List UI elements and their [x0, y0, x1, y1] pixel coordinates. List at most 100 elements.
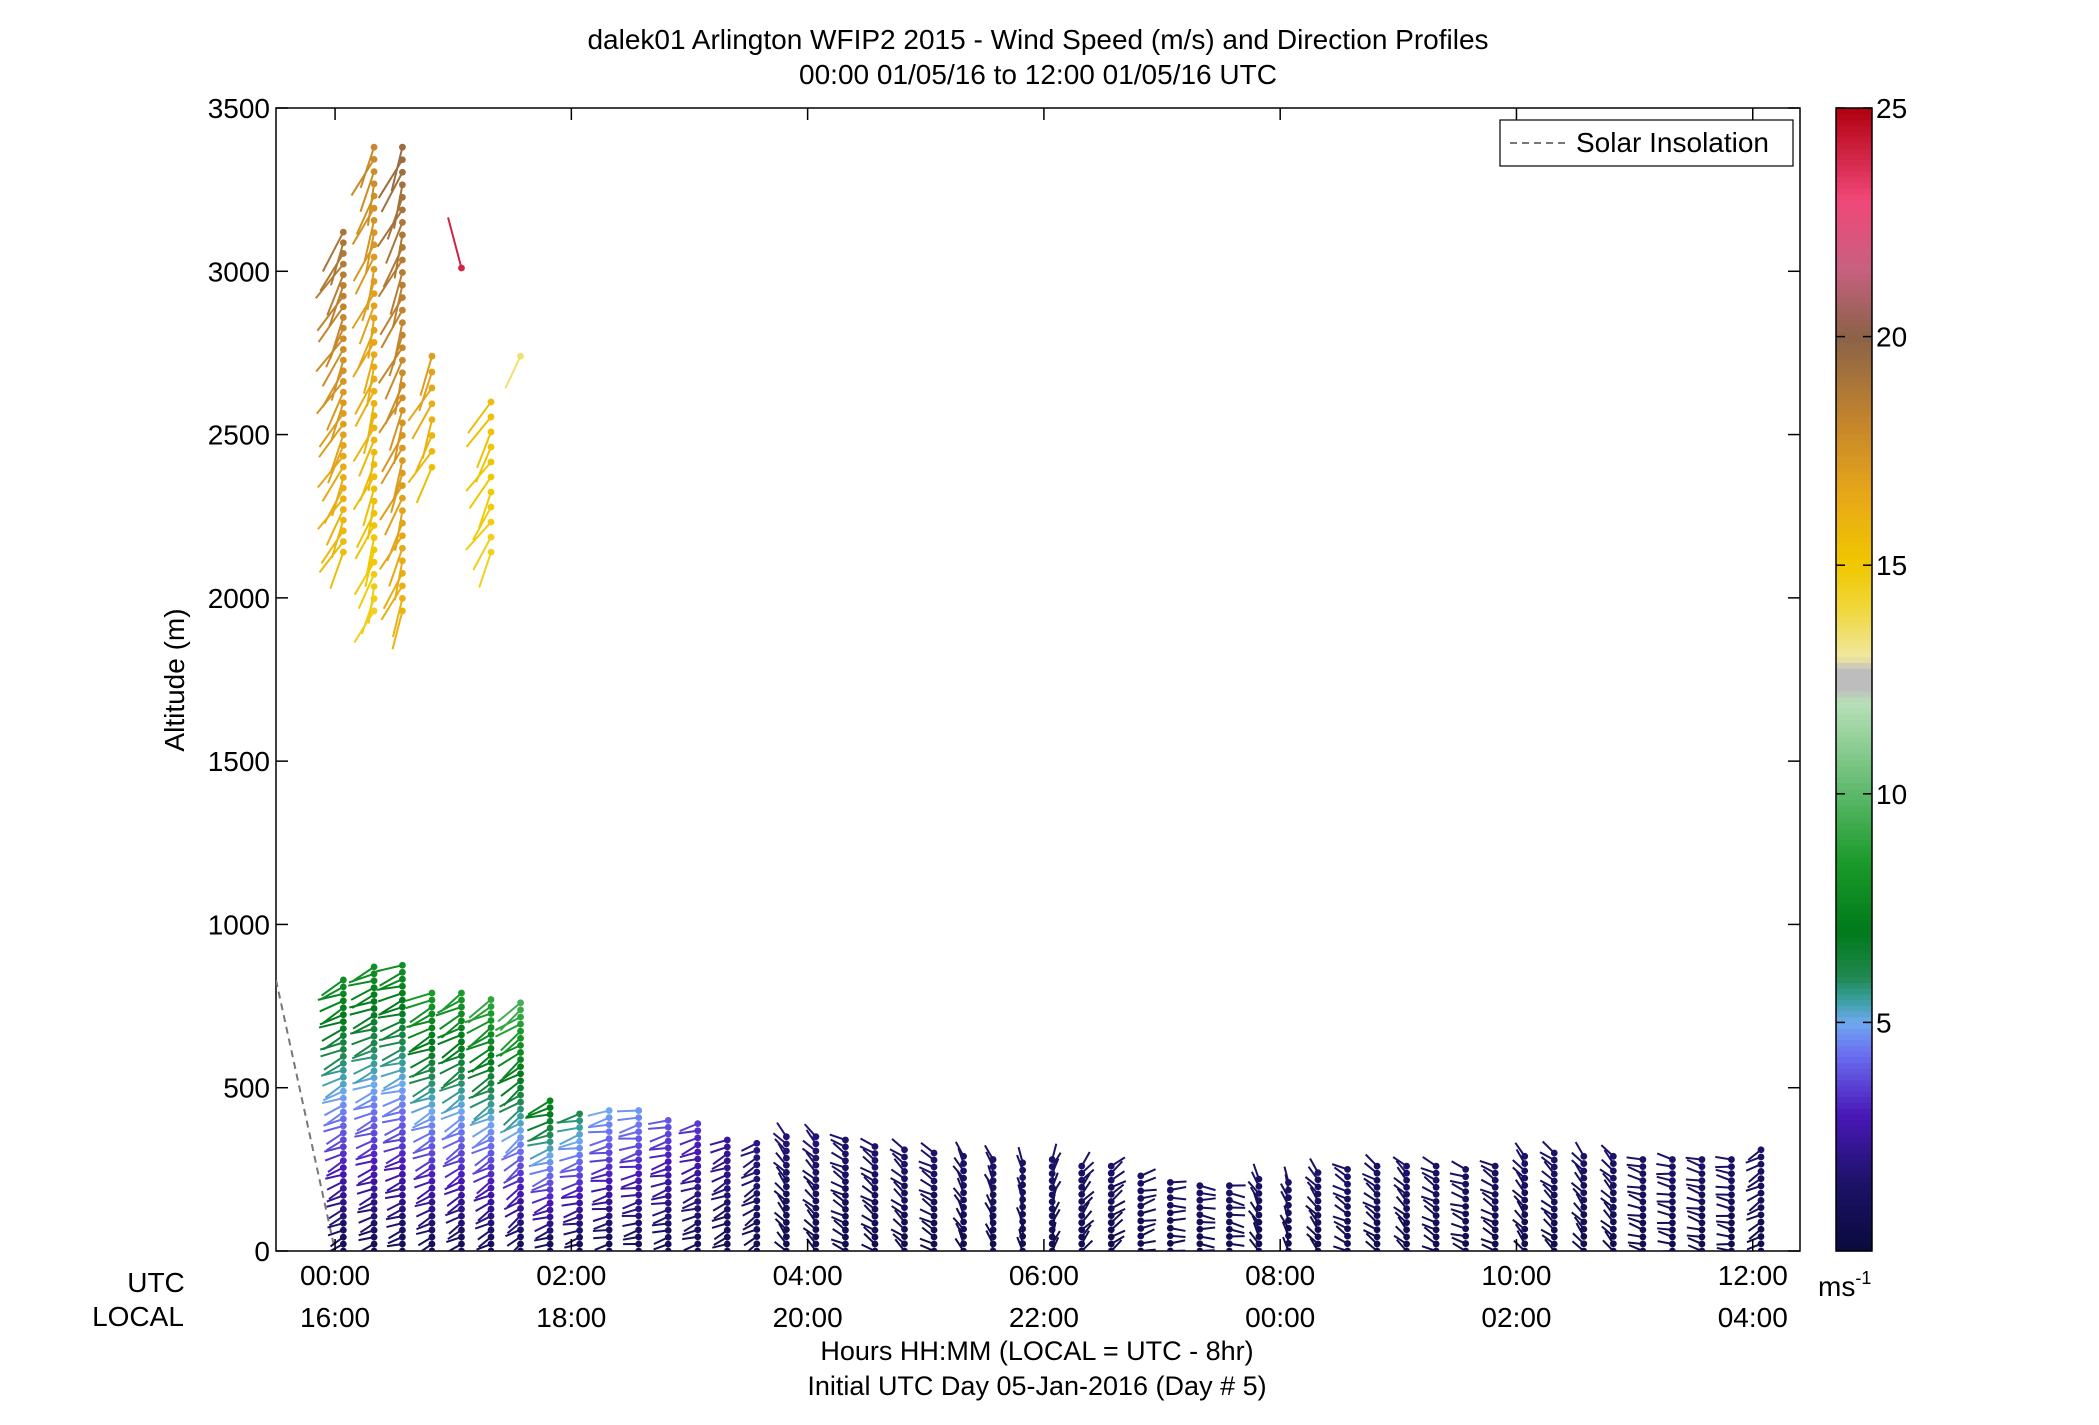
y-axis-ticks: 0 500 1000 1500 2000 2500 3000 3500 [208, 93, 1800, 1267]
wind-barb-point [1166, 1194, 1174, 1202]
wind-barb-point [370, 1095, 378, 1102]
wind-barb-point [546, 1199, 554, 1207]
wind-barb-shaft [358, 439, 375, 477]
wind-barb-shaft [366, 366, 376, 407]
wind-barb-point [1728, 1198, 1735, 1206]
wind-barb-point [1609, 1247, 1617, 1251]
wind-barb-shaft [379, 485, 404, 521]
wind-barb-point [1580, 1218, 1588, 1226]
wind-barb-point [1462, 1247, 1470, 1251]
wind-barb-point [370, 1025, 378, 1033]
wind-barb-point [458, 1219, 465, 1227]
wind-barb-point [1728, 1184, 1735, 1192]
colorbar-frame [1835, 107, 1873, 1252]
wind-barb-point [339, 1122, 347, 1130]
wind-barb-point [546, 1158, 554, 1166]
wind-barb-point [1491, 1212, 1499, 1220]
wind-barb-point [1698, 1191, 1706, 1199]
wind-barb-point [930, 1212, 938, 1220]
wind-barb-point [1580, 1160, 1588, 1167]
wind-barb-point [1550, 1198, 1558, 1206]
wind-barb-shaft [351, 293, 375, 330]
wind-barb-point [487, 1170, 495, 1178]
colorbar-cell [1836, 502, 1872, 509]
wind-barb-point [339, 410, 347, 417]
wind-barb-point [753, 1247, 761, 1251]
wind-barb-point [487, 1059, 495, 1066]
colorbar-cell [1836, 890, 1872, 898]
wind-barb-point [842, 1199, 849, 1206]
wind-barb-point [1521, 1211, 1529, 1218]
wind-barb-point [664, 1240, 672, 1248]
wind-barb-point [487, 413, 495, 421]
wind-barb-point [1757, 1204, 1765, 1212]
wind-barb-point [339, 292, 347, 300]
wind-barb-point [1196, 1218, 1204, 1226]
wind-barb-point [428, 1247, 436, 1251]
wind-barb-point [901, 1218, 908, 1226]
wind-barb-point [1698, 1156, 1706, 1163]
colorbar-cell [1836, 136, 1872, 143]
wind-barb-shaft [322, 1062, 344, 1077]
wind-barb-point [664, 1165, 672, 1172]
wind-barb-point [487, 1205, 495, 1213]
colorbar-cell [1836, 536, 1872, 543]
wind-barb-point [930, 1163, 938, 1171]
colorbar-cell [1836, 519, 1872, 526]
wind-barb-point [458, 1094, 465, 1101]
wind-barb-shaft [407, 1047, 433, 1056]
wind-barb-shaft [525, 1106, 551, 1118]
wind-barb-shaft [383, 1103, 403, 1117]
wind-barb-point [370, 1109, 378, 1116]
wind-barb-point [930, 1198, 938, 1206]
wind-barb-point [339, 1025, 347, 1032]
wind-barb-point [1078, 1205, 1086, 1212]
wind-barb-point [339, 1212, 347, 1220]
wind-barb-point [1432, 1247, 1440, 1251]
wind-barb-point [458, 1163, 465, 1171]
wind-barb-shaft [527, 1140, 551, 1147]
colorbar-cell [1836, 565, 1872, 572]
wind-barb-shaft [327, 445, 345, 484]
wind-barb-point [842, 1178, 849, 1186]
wind-barb-point [1255, 1211, 1263, 1219]
colorbar-cell [1836, 1165, 1872, 1172]
wind-barb-shaft [364, 232, 376, 274]
wind-barb-point [517, 999, 524, 1007]
wind-barb-point [1019, 1240, 1027, 1248]
wind-barb-point [458, 1170, 465, 1178]
wind-barb-point [399, 1129, 406, 1136]
wind-barb-point [782, 1219, 790, 1226]
wind-barb-point [989, 1184, 997, 1192]
colorbar-cell [1836, 936, 1872, 943]
colorbar-cell [1836, 713, 1872, 721]
wind-barb-point [370, 265, 378, 273]
wind-barb-point [782, 1233, 790, 1241]
colorbar-cell [1836, 976, 1872, 983]
wind-barb-point [694, 1198, 702, 1205]
colorbar-cell [1836, 770, 1872, 778]
wind-barb-point [1344, 1165, 1351, 1173]
wind-barb-point [458, 1115, 465, 1122]
wind-barb-shaft [382, 1075, 403, 1090]
wind-barb-point [546, 1227, 554, 1234]
wind-barb-point [960, 1203, 967, 1211]
x-axis-ticks: 00:00 16:00 02:00 18:00 04:00 20:00 06:00 22:00… [300, 108, 1788, 1333]
wind-barb-point [1344, 1188, 1351, 1196]
wind-barb-point [458, 1066, 465, 1074]
wind-barb-point [487, 488, 495, 496]
wind-barb-point [605, 1240, 613, 1248]
wind-barb-point [1285, 1239, 1292, 1247]
wind-barb-point [517, 1091, 524, 1099]
wind-barb-shaft [322, 1034, 344, 1051]
wind-barb-point [487, 1086, 495, 1094]
wind-barb-point [723, 1143, 731, 1151]
wind-barb-point [1137, 1210, 1145, 1217]
wind-barb-point [1078, 1212, 1086, 1220]
wind-barb-point [517, 1219, 524, 1227]
wind-barb-shaft [443, 1124, 463, 1140]
wind-barb-point [339, 335, 347, 343]
wind-barb-point [370, 473, 378, 481]
colorbar-cell [1836, 365, 1872, 372]
wind-barb-point [546, 1247, 554, 1251]
